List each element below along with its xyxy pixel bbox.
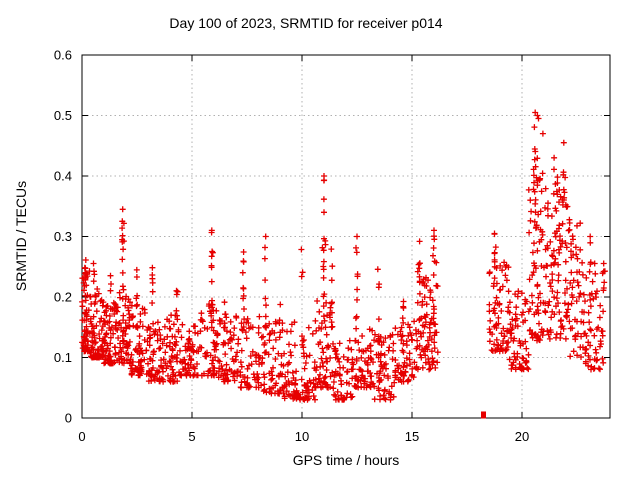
y-tick-label: 0.1 xyxy=(54,350,72,365)
tick-labels: 0 5 10 15 20 0 0.1 0.2 0.3 0.4 0.5 0.6 xyxy=(54,48,529,445)
x-tick-label: 20 xyxy=(515,429,529,444)
y-axis-label: SRMTID / TECUs xyxy=(13,180,29,292)
x-tick-label: 15 xyxy=(405,429,419,444)
zero-value-marker xyxy=(481,411,486,419)
gridlines xyxy=(83,56,609,417)
x-axis-label: GPS time / hours xyxy=(292,452,400,468)
y-tick-label: 0.2 xyxy=(54,290,72,305)
plot-border xyxy=(81,54,611,419)
y-tick-label: 0 xyxy=(65,411,72,426)
y-tick-label: 0.3 xyxy=(54,229,72,244)
data-points xyxy=(79,109,608,403)
y-tick-label: 0.6 xyxy=(54,48,72,63)
x-tick-label: 0 xyxy=(78,429,85,444)
y-tick-label: 0.4 xyxy=(54,169,72,184)
chart-title: Day 100 of 2023, SRMTID for receiver p01… xyxy=(169,15,443,31)
y-tick-label: 0.5 xyxy=(54,108,72,123)
x-tick-label: 5 xyxy=(188,429,195,444)
x-tick-label: 10 xyxy=(295,429,309,444)
